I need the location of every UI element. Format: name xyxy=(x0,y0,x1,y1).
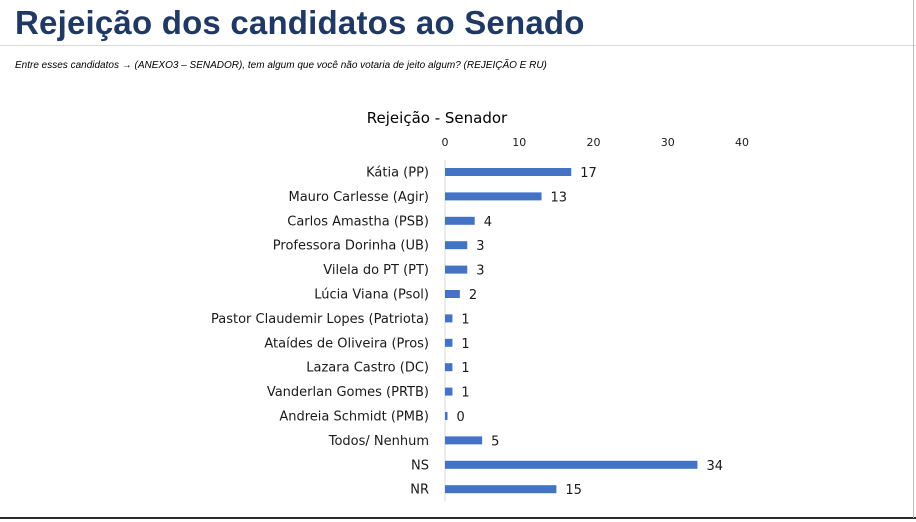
data-label: 3 xyxy=(476,239,484,254)
x-axis-ticks: 0 10 20 30 40 xyxy=(442,136,750,149)
category-label: Kátia (PP) xyxy=(366,166,429,181)
data-label: 0 xyxy=(457,410,465,425)
data-label: 17 xyxy=(580,166,597,181)
bar xyxy=(445,265,468,274)
x-tick-label: 0 xyxy=(442,136,449,149)
data-label: 1 xyxy=(461,386,469,401)
title-divider xyxy=(0,45,916,46)
bar xyxy=(445,338,453,347)
bar xyxy=(445,363,453,372)
x-tick-label: 10 xyxy=(512,136,526,149)
slide-bottom-border xyxy=(0,517,916,519)
data-label: 1 xyxy=(461,312,469,327)
category-label: Lazara Castro (DC) xyxy=(306,361,429,376)
bar xyxy=(445,290,460,298)
bar xyxy=(445,192,542,201)
bar xyxy=(445,436,483,445)
category-label: NR xyxy=(410,483,429,498)
data-label: 2 xyxy=(469,288,477,303)
data-label: 34 xyxy=(706,459,723,474)
x-tick-label: 20 xyxy=(587,136,601,149)
category-label: Carlos Amastha (PSB) xyxy=(287,214,429,229)
category-label: Vanderlan Gomes (PRTB) xyxy=(267,385,429,400)
question-subtitle: Entre esses candidatos → (ANEXO3 – SENAD… xyxy=(15,60,547,71)
data-label: 5 xyxy=(491,434,499,449)
data-label: 1 xyxy=(461,337,469,352)
category-label: Todos/ Nenhum xyxy=(328,434,429,449)
chart-title: Rejeição - Senador xyxy=(367,109,508,127)
data-label: 3 xyxy=(476,264,484,279)
category-label: Vilela do PT (PT) xyxy=(323,263,429,278)
bar xyxy=(445,216,475,225)
data-label: 13 xyxy=(551,190,568,205)
x-tick-label: 40 xyxy=(735,136,749,149)
category-label: Professora Dorinha (UB) xyxy=(273,239,429,254)
x-tick-label: 30 xyxy=(661,136,675,149)
bar xyxy=(445,387,453,396)
bar xyxy=(445,241,468,250)
category-label: Mauro Carlesse (Agir) xyxy=(289,190,430,205)
bar xyxy=(445,168,572,176)
category-label: Lúcia Viana (Psol) xyxy=(314,288,429,303)
bar xyxy=(445,314,453,323)
bar xyxy=(445,412,448,420)
bar xyxy=(445,460,698,469)
category-label: Ataídes de Oliveira (Pros) xyxy=(264,336,429,351)
page-title: Rejeição dos candidatos ao Senado xyxy=(15,4,585,41)
data-label: 4 xyxy=(484,215,492,230)
category-label: Andreia Schmidt (PMB) xyxy=(279,410,429,425)
category-label: NS xyxy=(411,458,429,473)
category-label: Pastor Claudemir Lopes (Patriota) xyxy=(211,312,429,327)
slide-right-border xyxy=(913,0,914,518)
bar xyxy=(445,485,557,494)
data-label: 1 xyxy=(461,361,469,376)
data-label: 15 xyxy=(565,483,582,498)
